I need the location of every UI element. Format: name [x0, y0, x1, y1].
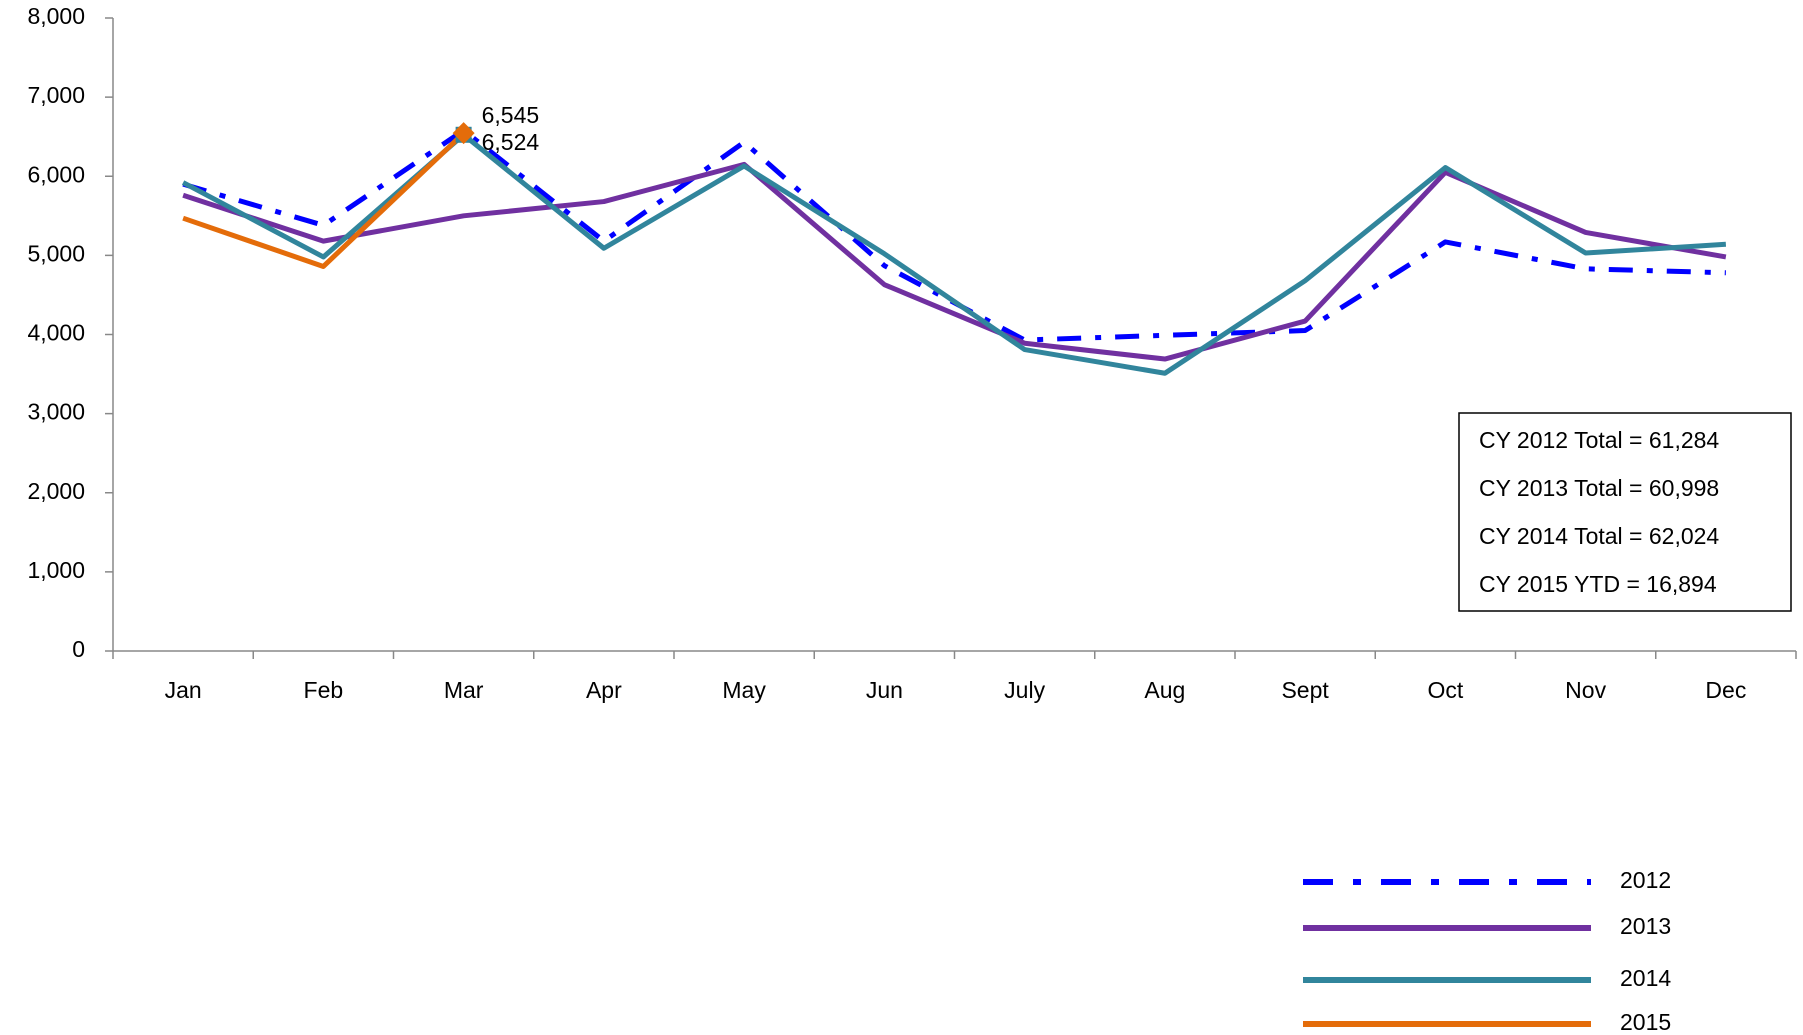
- y-tick-label: 2,000: [27, 478, 85, 504]
- totals-box: [1458, 412, 1792, 612]
- legend-label: 2012: [1620, 867, 1671, 893]
- y-tick-label: 7,000: [27, 82, 85, 108]
- legend-label: 2015: [1620, 1009, 1671, 1035]
- x-tick-label: Aug: [1144, 677, 1185, 703]
- data-label: 6,545: [482, 102, 540, 128]
- x-tick-label: Sept: [1281, 677, 1329, 703]
- y-tick-label: 6,000: [27, 161, 85, 187]
- x-tick-label: Jun: [866, 677, 903, 703]
- y-tick-label: 0: [72, 636, 85, 662]
- x-tick-label: Mar: [444, 677, 484, 703]
- series-line: [182, 161, 1727, 362]
- annotation: CY 2014 Total = 62,024: [1479, 523, 1719, 549]
- x-tick-label: July: [1004, 677, 1045, 703]
- series-line: [182, 127, 1726, 343]
- marker: [452, 122, 475, 145]
- data-label: 6,524: [482, 129, 540, 155]
- series-line: [181, 132, 1727, 376]
- x-tick-label: May: [722, 677, 766, 703]
- annotation: CY 2013 Total = 60,998: [1479, 475, 1719, 501]
- y-tick-label: 4,000: [27, 320, 85, 346]
- x-tick-label: Dec: [1705, 677, 1746, 703]
- y-tick-label: 3,000: [27, 399, 85, 425]
- x-tick-label: Oct: [1427, 677, 1463, 703]
- x-tick-label: Nov: [1565, 677, 1606, 703]
- series-line: [182, 131, 466, 269]
- x-tick-label: Feb: [304, 677, 344, 703]
- y-tick-label: 8,000: [27, 3, 85, 29]
- y-tick-label: 1,000: [27, 557, 85, 583]
- annotation: CY 2012 Total = 61,284: [1479, 427, 1719, 453]
- x-tick-label: Apr: [586, 677, 622, 703]
- legend-label: 2013: [1620, 913, 1671, 939]
- y-tick-label: 5,000: [27, 240, 85, 266]
- legend-label: 2014: [1620, 965, 1671, 991]
- annotation: CY 2015 YTD = 16,894: [1479, 571, 1717, 597]
- x-tick-label: Jan: [165, 677, 202, 703]
